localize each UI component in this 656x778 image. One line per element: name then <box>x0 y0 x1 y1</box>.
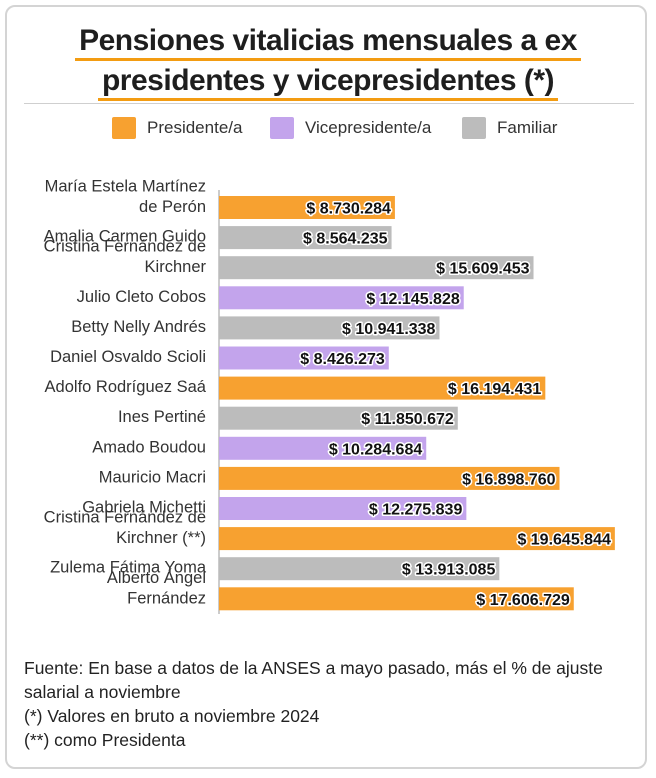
category-label-7: Ines Pertiné <box>118 408 206 426</box>
bar-10 <box>219 497 467 520</box>
value-labels-group: $ 8.730.284 $ 8.564.235 $ 15.609.453 $ 12.1… <box>299 199 613 610</box>
category-label-10: Gabriela Michetti <box>82 499 206 517</box>
category-label-line: Zulema Fátima Yoma <box>50 559 207 577</box>
category-label-line: Amalia Carmen Guido <box>44 228 206 246</box>
value-label-4: $ 10.941.338 <box>342 321 436 338</box>
category-label-line: Julio Cleto Cobos <box>77 288 206 306</box>
bar-8 <box>219 436 427 460</box>
category-label-line: Ines Pertiné <box>118 408 206 426</box>
category-label-5: Daniel Osvaldo Scioli <box>50 348 206 366</box>
value-label-2: $ 15.609.453 <box>436 261 530 278</box>
category-label-line: Amado Boudou <box>92 438 206 456</box>
category-label-line: Cristina Fernández de <box>44 509 206 527</box>
category-label-4: Betty Nelly Andrés <box>71 318 206 336</box>
legend-item-vicepresidente: Vicepresidente/a <box>270 117 431 139</box>
category-label-line: Cristina Fernández de <box>44 238 206 256</box>
value-label-5: $ 8.426.273 <box>300 351 385 368</box>
category-label-13: Alberto Ángel Fernández <box>107 568 206 608</box>
category-labels-group: María Estela Martínez de Perón Amalia Carm… <box>44 178 207 608</box>
value-label-0: $ 8.730.284 <box>306 201 391 218</box>
footnote-presidenta: (**) como Presidenta <box>24 730 186 750</box>
title-text-1: Pensiones vitalicias mensuales a ex <box>75 24 581 61</box>
source-note: Fuente: En base a datos de la ANSES a ma… <box>24 658 603 702</box>
category-label-line: Kirchner (**) <box>116 529 206 547</box>
value-label-10: $ 12.275.839 <box>369 502 463 519</box>
category-label-6: Adolfo Rodríguez Saá <box>45 378 207 396</box>
category-label-line: Alberto Ángel <box>107 568 206 587</box>
category-label-line: María Estela Martínez <box>45 178 206 196</box>
category-label-1: Amalia Carmen Guido <box>44 228 206 246</box>
legend-label-presidente: Presidente/a <box>147 118 243 137</box>
legend-item-presidente: Presidente/a <box>112 117 242 139</box>
legend-swatch-familiar <box>462 117 486 139</box>
title-divider <box>24 103 634 104</box>
category-label-line: Kirchner <box>145 258 207 276</box>
category-label-line: de Perón <box>139 198 206 216</box>
legend-swatch-vicepresidente <box>270 117 294 139</box>
bar-4 <box>219 316 440 340</box>
category-label-line: Daniel Osvaldo Scioli <box>50 348 206 366</box>
value-label-12: $ 13.913.085 <box>402 562 496 579</box>
bar-2 <box>219 256 534 280</box>
bar-5 <box>219 346 389 370</box>
legend-item-familiar: Familiar <box>462 117 557 139</box>
bar-9 <box>219 466 560 490</box>
legend-label-vicepresidente: Vicepresidente/a <box>305 118 432 137</box>
legend-swatch-presidente <box>112 117 136 139</box>
value-label-7: $ 11.850.672 <box>361 411 454 428</box>
category-label-2: Cristina Fernández de Kirchner <box>44 238 207 277</box>
notes: Fuente: En base a datos de la ANSES a ma… <box>24 656 624 752</box>
value-label-11: $ 19.645.844 <box>517 532 611 549</box>
category-label-line: Adolfo Rodríguez Saá <box>45 378 207 396</box>
chart-title-line-1: Pensiones vitalicias mensuales a ex <box>0 24 656 61</box>
bar-11 <box>219 527 615 551</box>
bar-0 <box>219 196 395 219</box>
category-label-line: Gabriela Michetti <box>82 499 206 517</box>
category-label-9: Mauricio Macri <box>99 468 206 486</box>
value-label-8: $ 10.284.684 <box>329 441 423 458</box>
category-label-11: Cristina Fernández de Kirchner (**) <box>44 509 206 548</box>
bar-1 <box>219 226 392 250</box>
bar-13 <box>219 587 574 611</box>
bar-6 <box>219 376 546 400</box>
category-label-8: Amado Boudou <box>92 438 206 456</box>
value-label-9: $ 16.898.760 <box>462 471 556 488</box>
value-label-13: $ 17.606.729 <box>476 592 570 609</box>
chart-title-line-2: presidentes y vicepresidentes (*) <box>0 64 656 101</box>
bar-12 <box>219 557 500 581</box>
value-label-3: $ 12.145.828 <box>366 291 460 308</box>
bar-7 <box>219 406 458 430</box>
footnote-values: (*) Valores en bruto a noviembre 2024 <box>24 706 320 726</box>
value-label-1: $ 8.564.235 <box>303 231 388 248</box>
category-label-0: María Estela Martínez de Perón <box>45 178 206 217</box>
bars-group <box>219 196 615 611</box>
category-label-3: Julio Cleto Cobos <box>77 288 206 306</box>
value-label-6: $ 16.194.431 <box>448 381 542 398</box>
category-label-line: Fernández <box>127 589 206 607</box>
category-label-line: Betty Nelly Andrés <box>71 318 206 336</box>
legend-label-familiar: Familiar <box>497 118 558 137</box>
legend: Presidente/a Vicepresidente/a Familiar <box>0 117 656 143</box>
category-label-line: Mauricio Macri <box>99 468 206 486</box>
title-text-2: presidentes y vicepresidentes (*) <box>97 64 559 101</box>
bar-3 <box>219 286 464 310</box>
category-label-12: Zulema Fátima Yoma <box>50 559 207 577</box>
